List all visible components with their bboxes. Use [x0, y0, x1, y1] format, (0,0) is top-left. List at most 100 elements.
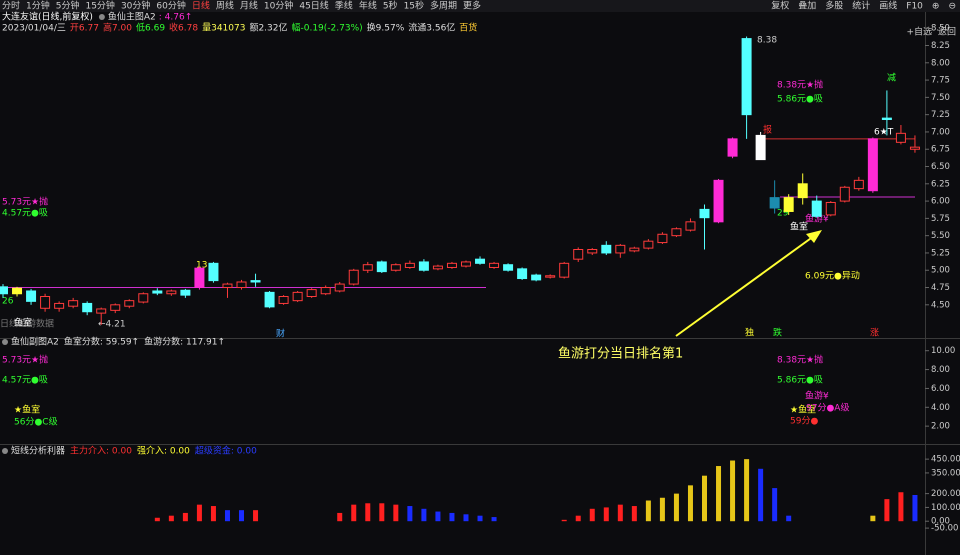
candle-body: [96, 308, 107, 314]
candle-body: [475, 258, 486, 264]
panel-header: 超级资金: 0.00: [195, 445, 257, 457]
y-tick-label: 4.00: [931, 403, 950, 413]
tool-button[interactable]: 多股: [825, 0, 843, 12]
bar: [435, 511, 441, 522]
bar: [561, 519, 567, 522]
period-tab[interactable]: 15分钟: [85, 0, 114, 12]
y-tick-label: 8.00: [931, 58, 950, 68]
panel-icon: [2, 448, 8, 454]
period-tab[interactable]: 更多: [463, 0, 481, 12]
candle-body: [909, 146, 920, 150]
annotation: 6.09元●异动: [805, 271, 860, 282]
annotation: 8.38元★抛: [777, 354, 823, 366]
bar: [407, 506, 413, 522]
candle-body: [727, 138, 738, 157]
bar: [702, 475, 707, 522]
annotation: 涨: [870, 328, 879, 339]
candle-body: [755, 134, 766, 161]
y-tick-label: 0.00: [931, 517, 950, 527]
candle-body: [68, 300, 79, 307]
period-tab[interactable]: 年线: [359, 0, 377, 12]
candle-body: [278, 296, 289, 304]
bar: [687, 485, 693, 522]
panel-header: 主力介入: 0.00: [70, 445, 132, 457]
annotation: 8.38元★抛: [777, 79, 823, 91]
period-tab[interactable]: 5分钟: [56, 0, 80, 12]
period-tab[interactable]: 季线: [335, 0, 353, 12]
period-tab[interactable]: 多周期: [430, 0, 457, 12]
period-tab[interactable]: 30分钟: [121, 0, 150, 12]
period-tab[interactable]: 月线: [240, 0, 258, 12]
candle-body: [783, 197, 794, 212]
toolbar-bg: [0, 0, 960, 12]
panel-header: 强介入: 0.00: [137, 446, 190, 457]
panel-header: 鱼室分数: 59.59↑: [64, 336, 139, 348]
candle-body: [853, 179, 864, 190]
bar: [884, 499, 890, 522]
tool-button[interactable]: ⊕: [932, 2, 940, 12]
candle-body: [26, 290, 37, 302]
arrow-head: [806, 230, 822, 243]
period-tab[interactable]: 日线: [192, 0, 210, 12]
candle-body: [545, 275, 556, 278]
bar: [898, 492, 904, 522]
tool-button[interactable]: 复权: [771, 0, 789, 12]
y-tick-label: -50.00: [931, 524, 958, 534]
candle-body: [432, 265, 443, 270]
period-tab[interactable]: 5秒: [383, 0, 398, 12]
candle-body: [699, 208, 710, 219]
candle-body: [503, 264, 514, 271]
annotation: 鱼游¥: [805, 213, 829, 225]
stock-title: 大连友谊(日线,前复权): [2, 11, 93, 23]
y-tick-label: 6.25: [931, 179, 950, 189]
y-tick-label: 7.25: [931, 110, 950, 120]
bar: [617, 504, 623, 522]
candle-body: [811, 200, 822, 217]
tool-button[interactable]: 统计: [852, 0, 870, 12]
period-tab[interactable]: 15秒: [404, 0, 424, 12]
candle-body: [222, 283, 233, 289]
candle-body: [82, 302, 93, 313]
bar: [589, 508, 595, 522]
period-tab[interactable]: 周线: [216, 0, 234, 12]
tool-button[interactable]: F10: [906, 2, 923, 12]
annotation: ★鱼室: [14, 404, 40, 416]
period-tab[interactable]: 60分钟: [156, 0, 185, 12]
tool-button[interactable]: 画线: [879, 0, 897, 12]
candle-body: [629, 247, 640, 252]
candle-body: [769, 197, 780, 209]
candle-body: [559, 262, 570, 278]
tool-button[interactable]: 叠加: [798, 1, 816, 12]
period-tab[interactable]: 45日线: [299, 0, 328, 12]
bar: [182, 512, 188, 522]
action-button[interactable]: 返回: [938, 26, 956, 38]
y-tick-label: 100.00: [931, 503, 960, 513]
bar: [253, 510, 259, 522]
candle-body: [124, 300, 135, 307]
period-tab[interactable]: 1分钟: [26, 0, 50, 12]
bar: [631, 506, 637, 522]
bar: [351, 504, 357, 522]
candle-body: [685, 221, 696, 231]
period-tab[interactable]: 10分钟: [264, 0, 293, 12]
candle-body: [573, 248, 584, 260]
annotation: 4.57元●吸: [2, 208, 48, 219]
action-button[interactable]: +自选: [906, 26, 932, 38]
period-tab[interactable]: 分时: [2, 0, 20, 12]
tool-button[interactable]: ⊖: [948, 2, 956, 12]
candle-body: [671, 228, 682, 237]
candle-body: [138, 293, 149, 303]
annotation: 5.86元●吸: [777, 375, 823, 386]
candle-body: [867, 138, 878, 192]
bar: [603, 507, 609, 522]
y-tick-label: 5.00: [931, 266, 950, 276]
candle-body: [390, 264, 401, 271]
candle-body: [236, 281, 247, 289]
bar: [870, 515, 876, 522]
y-tick-label: 6.50: [931, 162, 950, 172]
candle-body: [531, 274, 542, 281]
info-item: 开6.77: [70, 23, 99, 34]
candle-body: [110, 304, 121, 311]
candle-body: [404, 262, 415, 268]
